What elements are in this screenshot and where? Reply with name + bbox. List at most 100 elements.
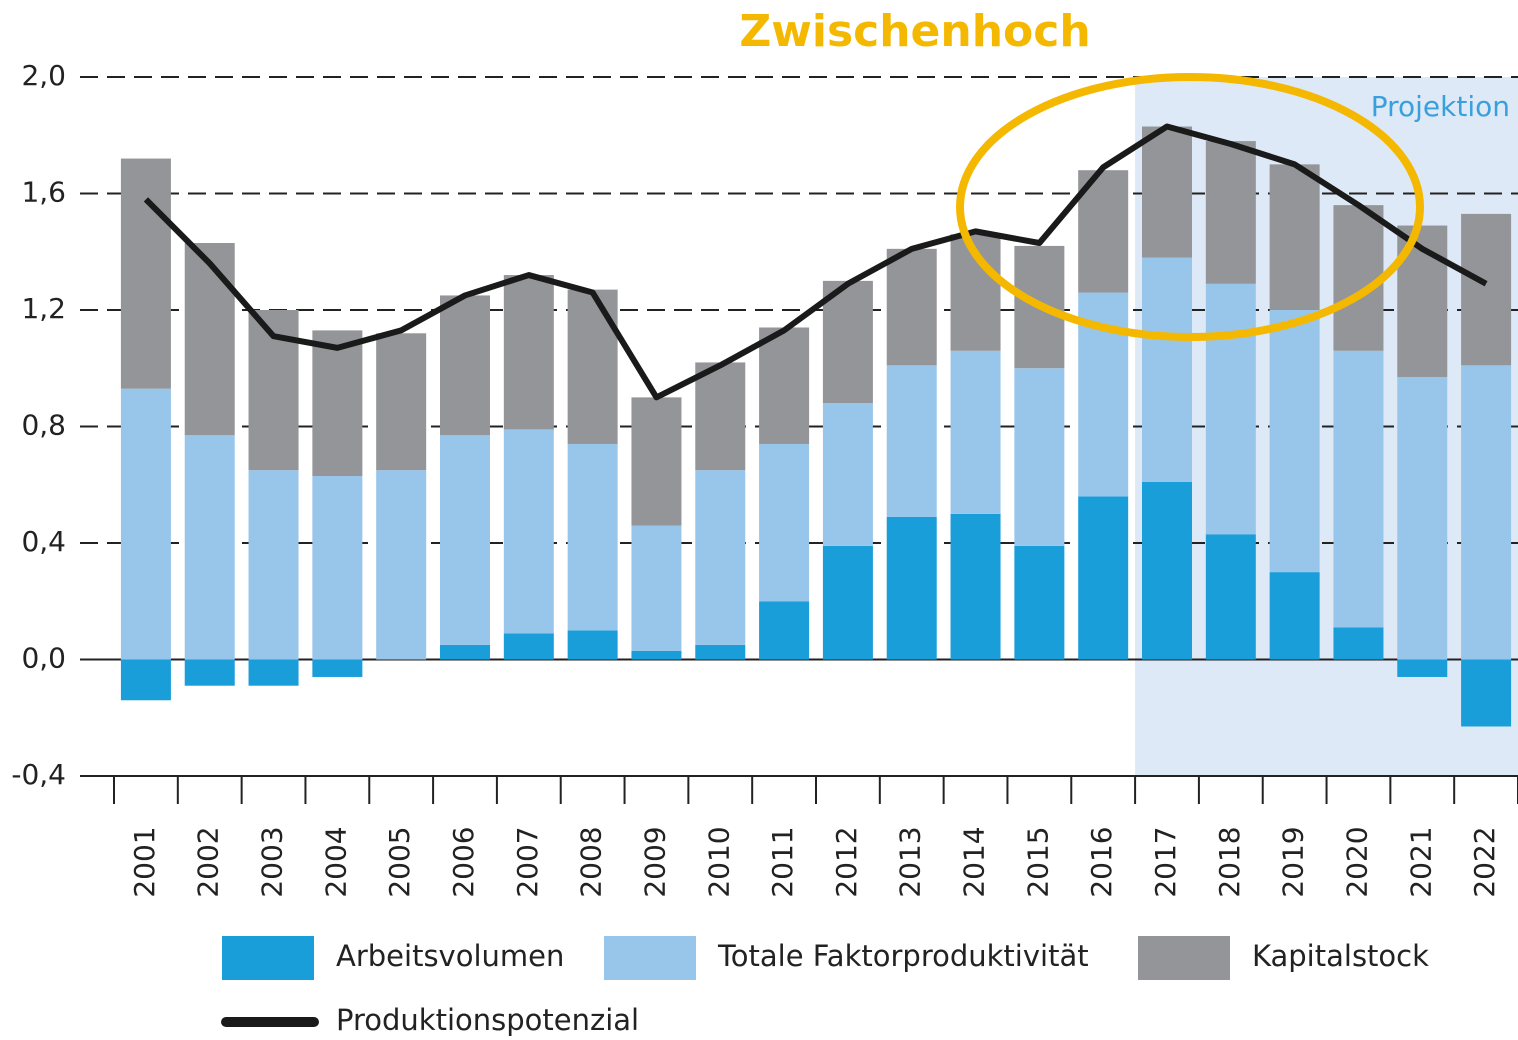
bar	[120, 659, 171, 701]
bar	[631, 397, 682, 526]
legend-label: Kapitalstock	[1252, 939, 1429, 973]
bar	[567, 443, 618, 631]
y-tick-label: 0,0	[21, 642, 66, 675]
bar	[184, 435, 235, 660]
x-tick-label: 2011	[766, 826, 799, 897]
x-tick-label: 2018	[1213, 826, 1246, 897]
x-tick-label: 2020	[1340, 826, 1373, 897]
bar	[822, 403, 873, 546]
x-tick-label: 2002	[192, 826, 225, 897]
x-tick-label: 2017	[1149, 826, 1182, 897]
legend-swatch	[604, 936, 696, 980]
y-tick-label: 2,0	[21, 59, 66, 92]
bar	[1397, 659, 1448, 677]
bar	[184, 659, 235, 686]
bar	[120, 388, 171, 660]
bar	[1142, 481, 1192, 660]
bar	[120, 158, 171, 389]
bar	[440, 435, 490, 645]
bar	[440, 644, 490, 660]
x-tick-label: 2015	[1021, 826, 1054, 897]
bar	[759, 601, 810, 660]
x-tick-label: 2016	[1085, 826, 1118, 897]
x-tick-label: 2008	[575, 826, 608, 897]
x-tick-label: 2004	[319, 826, 352, 897]
bar	[248, 470, 299, 660]
projection-label: Projektion	[1371, 90, 1510, 123]
bar	[567, 289, 618, 444]
bar	[1205, 283, 1256, 535]
bar	[440, 295, 490, 436]
bar	[1078, 496, 1129, 660]
bar	[376, 333, 427, 471]
bar	[822, 545, 873, 660]
bar	[312, 330, 363, 477]
line	[143, 123, 1488, 401]
x-tick-label: 2019	[1277, 826, 1310, 897]
bar	[312, 659, 363, 677]
bar	[950, 350, 1001, 514]
bar	[695, 362, 746, 471]
bar	[1461, 659, 1512, 727]
legend-label: Totale Faktorproduktivität	[717, 939, 1089, 973]
x-tick-label: 2014	[958, 826, 991, 897]
y-tick-label: 1,2	[21, 292, 66, 325]
x-tick-label: 2001	[128, 826, 161, 897]
bar	[759, 327, 810, 444]
x-tick-label: 2021	[1404, 826, 1437, 897]
bar	[759, 443, 810, 602]
bar	[631, 525, 682, 651]
x-tick-label: 2007	[511, 826, 544, 897]
bar	[631, 650, 682, 660]
x-tick-label: 2022	[1468, 826, 1501, 897]
bar	[503, 275, 554, 430]
bar	[1269, 164, 1320, 310]
legend-label: Arbeitsvolumen	[336, 939, 564, 973]
bar	[1205, 141, 1256, 284]
x-tick-label: 2005	[383, 826, 416, 897]
bar	[822, 280, 873, 404]
y-tick-label: 0,8	[21, 409, 66, 442]
bar	[1397, 376, 1448, 660]
legend-swatch	[222, 936, 314, 980]
bar	[503, 429, 554, 634]
bar	[1269, 310, 1320, 573]
bar	[1461, 365, 1512, 660]
y-tick-label: -0,4	[11, 758, 66, 791]
bar	[312, 476, 363, 660]
bar	[695, 470, 746, 645]
legend-swatch	[1138, 936, 1230, 980]
bar	[1333, 627, 1384, 660]
x-tick-label: 2003	[256, 826, 289, 897]
bar	[1014, 545, 1065, 660]
bar	[567, 630, 618, 660]
y-tick-label: 0,4	[21, 525, 66, 558]
bar	[1142, 126, 1192, 258]
x-tick-label: 2010	[702, 826, 735, 897]
bar	[886, 516, 937, 660]
bar	[1205, 534, 1256, 660]
x-tick-label: 2013	[894, 826, 927, 897]
bar	[248, 659, 299, 686]
x-tick-label: 2012	[830, 826, 863, 897]
bar	[1333, 205, 1384, 351]
y-tick-label: 1,6	[21, 176, 66, 209]
annotation: Zwischenhoch	[739, 6, 1090, 57]
bar	[886, 365, 937, 517]
bar	[1461, 213, 1512, 366]
x-tick-label: 2009	[638, 826, 671, 897]
bar	[184, 243, 235, 436]
bar	[695, 644, 746, 660]
x-tick-label: 2006	[447, 826, 480, 897]
bar	[376, 470, 427, 660]
bar	[1269, 572, 1320, 660]
bar	[950, 513, 1001, 660]
bar	[1142, 257, 1192, 482]
legend-label: Produktionspotenzial	[336, 1003, 639, 1037]
bar	[886, 248, 937, 366]
bar	[1333, 350, 1384, 628]
bar	[503, 633, 554, 660]
highlight-ellipse	[956, 73, 1424, 341]
bar	[1014, 368, 1065, 546]
